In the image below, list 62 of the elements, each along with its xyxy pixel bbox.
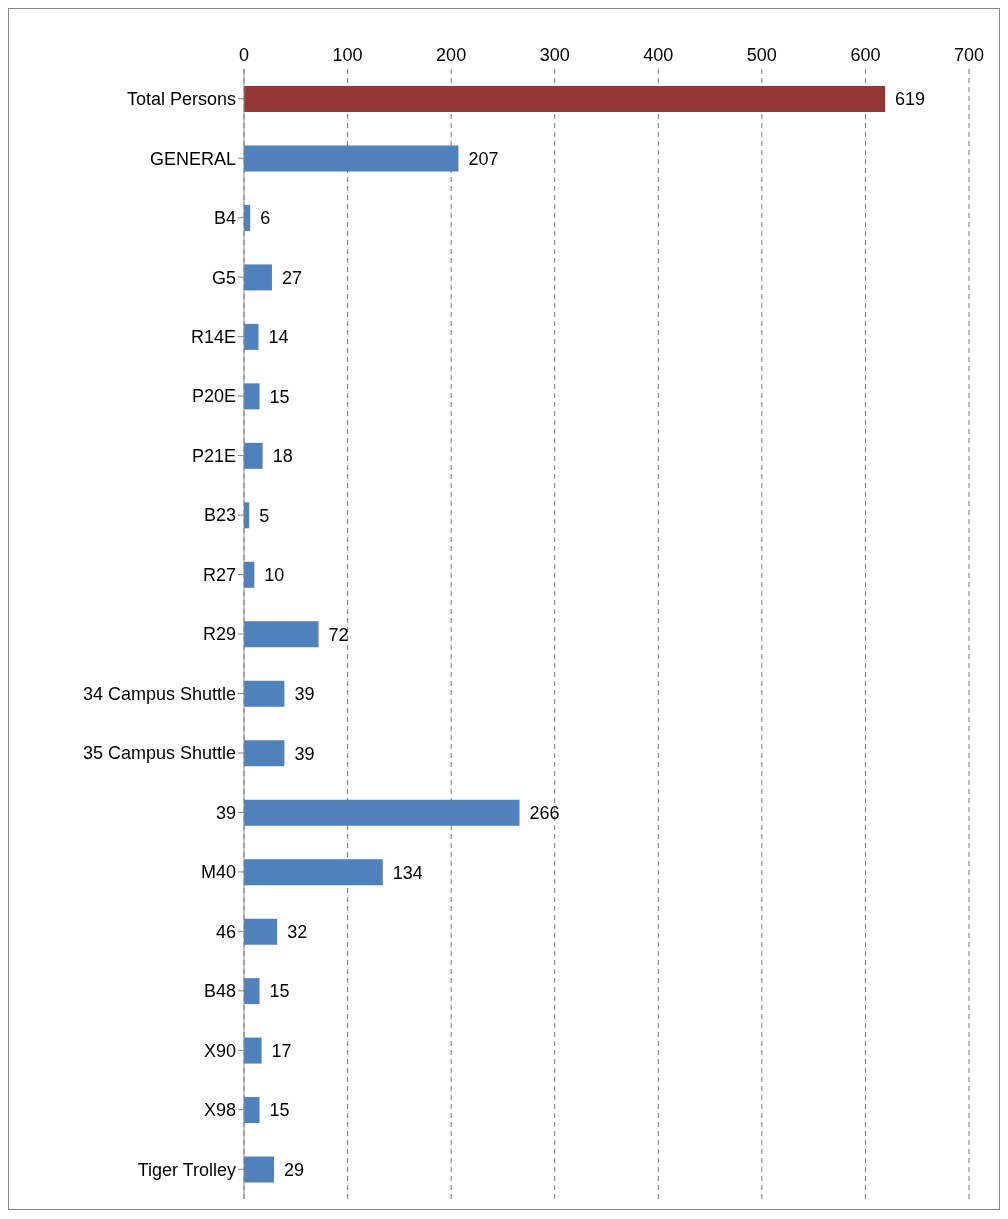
x-tick-label: 100	[332, 45, 363, 65]
data-label: 6	[260, 208, 271, 229]
bar	[244, 740, 285, 767]
data-label: 17	[271, 1040, 292, 1061]
x-tick-label: 0	[238, 45, 250, 65]
data-label: 39	[294, 684, 315, 705]
data-label: 5	[259, 505, 270, 526]
x-tick-label: 200	[436, 45, 467, 65]
bar	[244, 621, 319, 648]
bar	[244, 86, 886, 112]
x-tick-label: 600	[850, 45, 881, 65]
data-label: 15	[269, 1100, 290, 1121]
bar	[244, 383, 260, 410]
x-tick-label: 500	[746, 45, 777, 65]
y-tick-label: 35 Campus Shuttle	[82, 743, 236, 764]
data-label: 14	[268, 327, 289, 348]
data-label: 29	[284, 1159, 305, 1180]
y-tick-label: B4	[213, 208, 236, 229]
data-label: 72	[328, 624, 349, 645]
data-label: 39	[294, 743, 315, 764]
y-tick-label: X90	[203, 1040, 236, 1061]
data-label: 207	[468, 148, 499, 169]
data-label: 18	[272, 446, 293, 467]
bar	[244, 1037, 262, 1064]
bar	[244, 442, 263, 469]
bar	[244, 264, 272, 291]
bar	[244, 680, 285, 707]
y-tick-label: M40	[200, 862, 236, 883]
y-tick-label: Tiger Trolley	[137, 1159, 236, 1180]
bar	[244, 145, 459, 172]
data-label: 266	[529, 803, 560, 824]
data-label: 15	[269, 386, 290, 407]
y-tick-label: Total Persons	[126, 89, 236, 110]
bar	[244, 978, 260, 1005]
y-tick-label: 34 Campus Shuttle	[82, 683, 236, 704]
bar	[244, 1097, 260, 1124]
y-tick-label: R14E	[190, 327, 236, 348]
y-tick-label: R27	[202, 564, 236, 585]
y-tick-label: R29	[202, 624, 236, 645]
y-tick-label: G5	[211, 267, 236, 288]
y-tick-label: B23	[203, 505, 236, 526]
data-label: 27	[281, 267, 302, 288]
bar	[244, 918, 278, 945]
y-tick-label: P20E	[191, 386, 236, 407]
bar	[244, 859, 383, 886]
y-tick-label: P21E	[191, 445, 236, 466]
y-tick-label: 46	[215, 921, 236, 942]
data-label: 619	[895, 89, 926, 110]
x-tick-label: 400	[643, 45, 674, 65]
bar	[244, 323, 259, 350]
x-tick-label: 300	[539, 45, 570, 65]
y-tick-label: 39	[215, 802, 236, 823]
data-label: 134	[392, 862, 423, 883]
data-label: 10	[264, 565, 285, 586]
bar	[244, 799, 520, 826]
y-tick-label: B48	[203, 981, 236, 1002]
data-label: 32	[287, 922, 308, 943]
data-label: 15	[269, 981, 290, 1002]
y-tick-label: GENERAL	[149, 148, 236, 169]
bar	[244, 1156, 275, 1183]
x-tick-label: 700	[953, 45, 985, 65]
y-tick-label: X98	[203, 1100, 236, 1121]
